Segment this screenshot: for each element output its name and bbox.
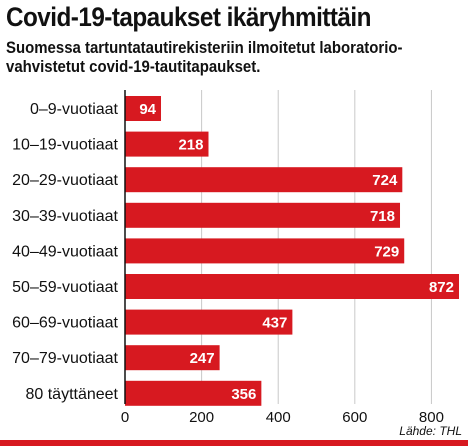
category-label-0: 0–9-vuotiaat: [30, 101, 119, 118]
bar-7: [125, 345, 220, 371]
category-label-4: 40–49-vuotiaat: [12, 243, 118, 260]
category-label-5: 50–59-vuotiaat: [12, 279, 118, 296]
value-label-5: 872: [429, 279, 454, 296]
value-label-6: 437: [262, 315, 287, 332]
x-tick-label-400: 400: [266, 409, 291, 426]
chart-title: Covid-19-tapaukset ikäryhmittäin: [6, 2, 371, 32]
source-note: Lähde: THL: [399, 424, 462, 438]
bottom-rule: [0, 440, 468, 446]
value-label-0: 94: [139, 101, 156, 118]
x-tick-label-0: 0: [121, 409, 129, 426]
value-label-3: 718: [370, 208, 395, 225]
bar-5: [125, 274, 459, 299]
bar-0: [125, 96, 162, 121]
bar-1: [125, 131, 209, 157]
chart-subtitle: Suomessa tartuntatautirekisteriin ilmoit…: [6, 38, 464, 76]
x-tick-label-800: 800: [419, 409, 444, 426]
category-label-3: 30–39-vuotiaat: [12, 208, 118, 225]
bar-2: [125, 167, 403, 193]
value-label-2: 724: [372, 172, 398, 189]
x-tick-label-200: 200: [189, 409, 214, 426]
category-label-8: 80 täyttäneet: [25, 386, 118, 403]
value-label-8: 356: [231, 386, 256, 403]
category-label-7: 70–79-vuotiaat: [12, 350, 118, 367]
value-label-4: 729: [374, 243, 399, 260]
bar-6: [125, 309, 293, 335]
subtitle-line-1: Suomessa tartuntatautirekisteriin ilmoit…: [6, 38, 403, 57]
value-label-7: 247: [190, 350, 215, 367]
bar-8: [125, 380, 262, 406]
category-label-2: 20–29-vuotiaat: [12, 172, 118, 189]
subtitle-line-2: vahvistetut covid-19-tautitapaukset.: [6, 57, 261, 76]
category-label-1: 10–19-vuotiaat: [12, 137, 118, 154]
x-tick-label-600: 600: [342, 409, 367, 426]
bar-3: [125, 202, 401, 228]
bar-4: [125, 238, 405, 264]
value-label-1: 218: [178, 137, 203, 154]
category-label-6: 60–69-vuotiaat: [12, 315, 118, 332]
